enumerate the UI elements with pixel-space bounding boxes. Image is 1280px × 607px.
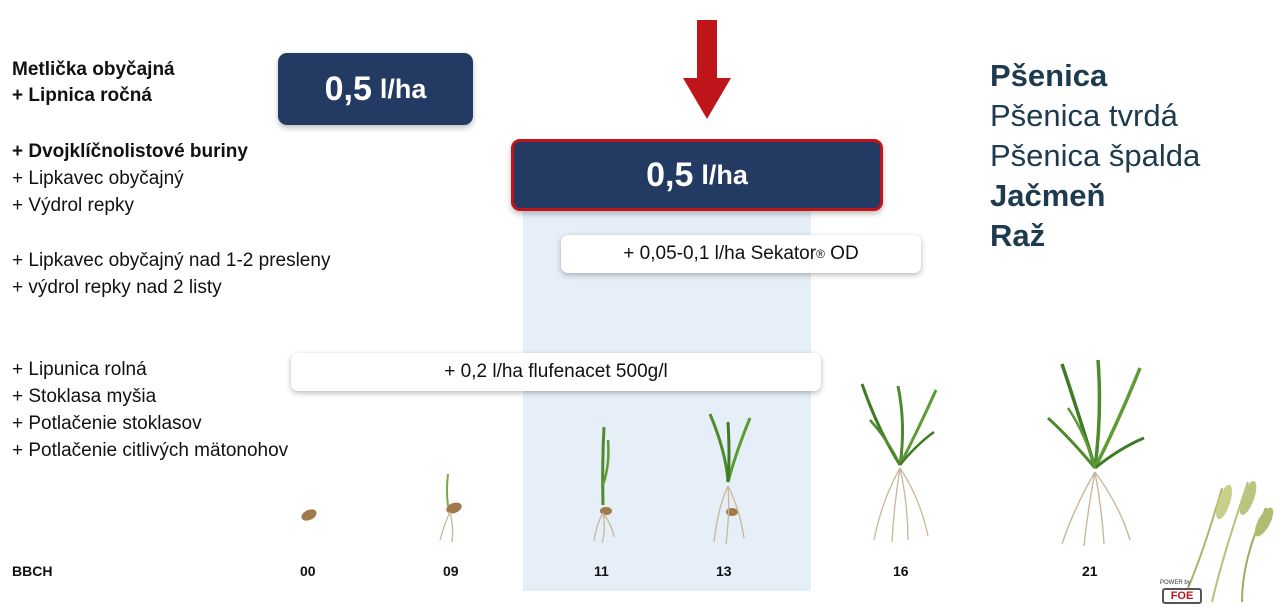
crop-jacmen: Jačmeň: [990, 178, 1106, 213]
bbch-stage-00: 00: [300, 563, 316, 579]
logo-text: FOE: [1162, 588, 1202, 604]
dose-early-unit: l/ha: [379, 73, 427, 104]
label-potlacenie-matonohov: + Potlačenie citlivých mätonohov: [12, 440, 289, 461]
crop-psenica-tvrda: Pšenica tvrdá: [990, 98, 1178, 133]
bbch-stage-16: 16: [893, 563, 909, 579]
bbch-stage-11: 11: [594, 563, 609, 579]
crop-psenica-spalda: Pšenica špalda: [990, 138, 1201, 173]
crop-psenica: Pšenica: [990, 58, 1108, 93]
seed-icon: [301, 509, 317, 521]
plant-tillering-icon: [860, 383, 938, 543]
label-lipkavec: + Lipkavec obyčajný: [12, 168, 184, 189]
sekator-suffix: OD: [824, 243, 859, 264]
crop-raz: Raž: [990, 218, 1046, 253]
bbch-stage-09: 09: [443, 563, 459, 579]
dose-main-value: 0,5: [646, 155, 694, 194]
dose-box-early: 0,5 l/ha: [278, 53, 473, 125]
arrow-down-icon: [683, 20, 731, 119]
seedling-3-leaf-icon: [708, 413, 752, 545]
label-stoklasa-mysia: + Stoklasa myšia: [12, 386, 157, 407]
label-vydrol-repky: + Výdrol repky: [12, 195, 134, 216]
label-vydrol-listy: + výdrol repky nad 2 listy: [12, 277, 222, 298]
flufenacet-pill: + 0,2 l/ha flufenacet 500g/l: [291, 353, 821, 391]
dose-main-unit: l/ha: [701, 159, 748, 190]
label-potlacenie-stoklasov: + Potlačenie stoklasov: [12, 413, 202, 434]
germinating-seed-icon: [439, 473, 462, 543]
label-lipunica-rolna: + Lipunica rolná: [12, 359, 147, 380]
label-lipkavec-presleny: + Lipkavec obyčajný nad 1-2 presleny: [12, 250, 331, 271]
sekator-prefix: + 0,05-0,1 l/ha Sekator: [623, 243, 817, 264]
logo-power-by: POWER by: [1160, 580, 1191, 586]
sekator-pill: + 0,05-0,1 l/ha Sekator ® OD: [561, 235, 921, 273]
label-metlicka: Metlička obyčajná: [12, 59, 175, 80]
foe-logo: POWER by FOE: [1160, 580, 1206, 606]
label-lipnica-rocna: + Lipnica ročná: [12, 85, 152, 106]
seedling-1-leaf-icon: [593, 426, 615, 544]
dose-early-value: 0,5: [324, 69, 372, 108]
label-dvojklicnolistove: + Dvojklíčnolistové buriny: [12, 141, 248, 162]
registered-mark: ®: [816, 247, 825, 261]
dose-box-main: 0,5 l/ha: [511, 139, 883, 211]
bbch-label: BBCH: [12, 563, 53, 579]
bbch-stage-13: 13: [716, 563, 732, 579]
bbch-stage-21: 21: [1082, 563, 1098, 579]
plant-stem-icon: [1046, 359, 1145, 547]
